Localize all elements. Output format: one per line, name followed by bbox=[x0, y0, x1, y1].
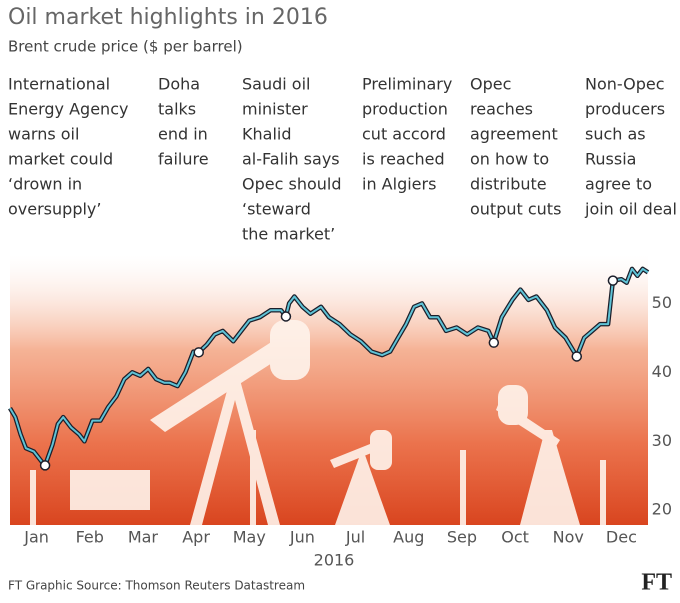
annotation: reaches bbox=[470, 100, 533, 119]
x-tick-label: Aug bbox=[393, 528, 424, 547]
annotation: market could bbox=[8, 150, 113, 169]
annotation: distribute bbox=[470, 175, 547, 194]
annotation: Non-Opec bbox=[585, 75, 665, 94]
chart-title: Oil market highlights in 2016 bbox=[8, 5, 328, 30]
price-line bbox=[9, 267, 649, 467]
y-tick-label: 50 bbox=[652, 293, 672, 312]
annotation: Opec should bbox=[242, 175, 341, 194]
annotation: warns oil bbox=[8, 125, 79, 144]
annotation: agreement bbox=[470, 125, 558, 144]
x-tick-label: Nov bbox=[553, 528, 584, 547]
y-tick-label: 20 bbox=[652, 500, 672, 519]
annotation: output cuts bbox=[470, 200, 561, 219]
x-tick-label: Mar bbox=[128, 528, 159, 547]
annotation: end in bbox=[158, 125, 208, 144]
highlight-marker bbox=[280, 311, 292, 322]
annotation: join oil deal bbox=[584, 200, 677, 219]
x-tick-label: Apr bbox=[182, 528, 210, 547]
annotation: Saudi oil bbox=[242, 75, 310, 94]
annotation: Doha bbox=[158, 75, 200, 94]
annotation: ‘drown in bbox=[8, 175, 82, 194]
annotation: Preliminary bbox=[362, 75, 452, 94]
x-tick-label: May bbox=[233, 528, 266, 547]
x-tick-label: Jun bbox=[289, 528, 315, 547]
highlight-marker bbox=[571, 351, 583, 362]
x-tick-label: Feb bbox=[76, 528, 104, 547]
chart-subtitle: Brent crude price ($ per barrel) bbox=[8, 38, 243, 56]
logo: FT bbox=[641, 570, 672, 596]
x-tick-label: Sep bbox=[447, 528, 477, 547]
annotation: Russia bbox=[585, 150, 636, 169]
annotation: minister bbox=[242, 100, 308, 119]
annotation: failure bbox=[158, 150, 209, 169]
x-tick-label: Oct bbox=[501, 528, 529, 547]
annotation: ‘steward bbox=[242, 200, 311, 219]
annotation: oversupply’ bbox=[8, 200, 101, 219]
annotation: cut accord bbox=[362, 125, 446, 144]
y-tick-label: 40 bbox=[652, 362, 672, 381]
source: FT Graphic Source: Thomson Reuters Datas… bbox=[8, 579, 305, 593]
annotation: Opec bbox=[470, 75, 511, 94]
annotation: is reached bbox=[362, 150, 445, 169]
annotation: in Algiers bbox=[362, 175, 436, 194]
annotation: al-Falih says bbox=[242, 150, 340, 169]
highlight-marker bbox=[488, 337, 500, 348]
x-axis-label: 2016 bbox=[314, 551, 355, 570]
x-tick-label: Jul bbox=[345, 528, 365, 547]
annotation: Khalid bbox=[242, 125, 291, 144]
x-tick-label: Jan bbox=[23, 528, 49, 547]
highlight-marker bbox=[39, 460, 51, 471]
annotation: International bbox=[8, 75, 110, 94]
y-tick-label: 30 bbox=[652, 431, 672, 450]
annotation: on how to bbox=[470, 150, 549, 169]
highlight-marker bbox=[193, 347, 204, 358]
annotation: such as bbox=[585, 125, 646, 144]
annotation: the market’ bbox=[242, 225, 335, 244]
annotation: talks bbox=[158, 100, 196, 119]
annotation: agree to bbox=[585, 175, 652, 194]
annotation: Energy Agency bbox=[8, 100, 128, 119]
highlight-marker bbox=[607, 275, 619, 286]
annotation: producers bbox=[585, 100, 665, 119]
annotation: production bbox=[362, 100, 448, 119]
x-tick-label: Dec bbox=[606, 528, 637, 547]
background-photo bbox=[10, 255, 648, 525]
